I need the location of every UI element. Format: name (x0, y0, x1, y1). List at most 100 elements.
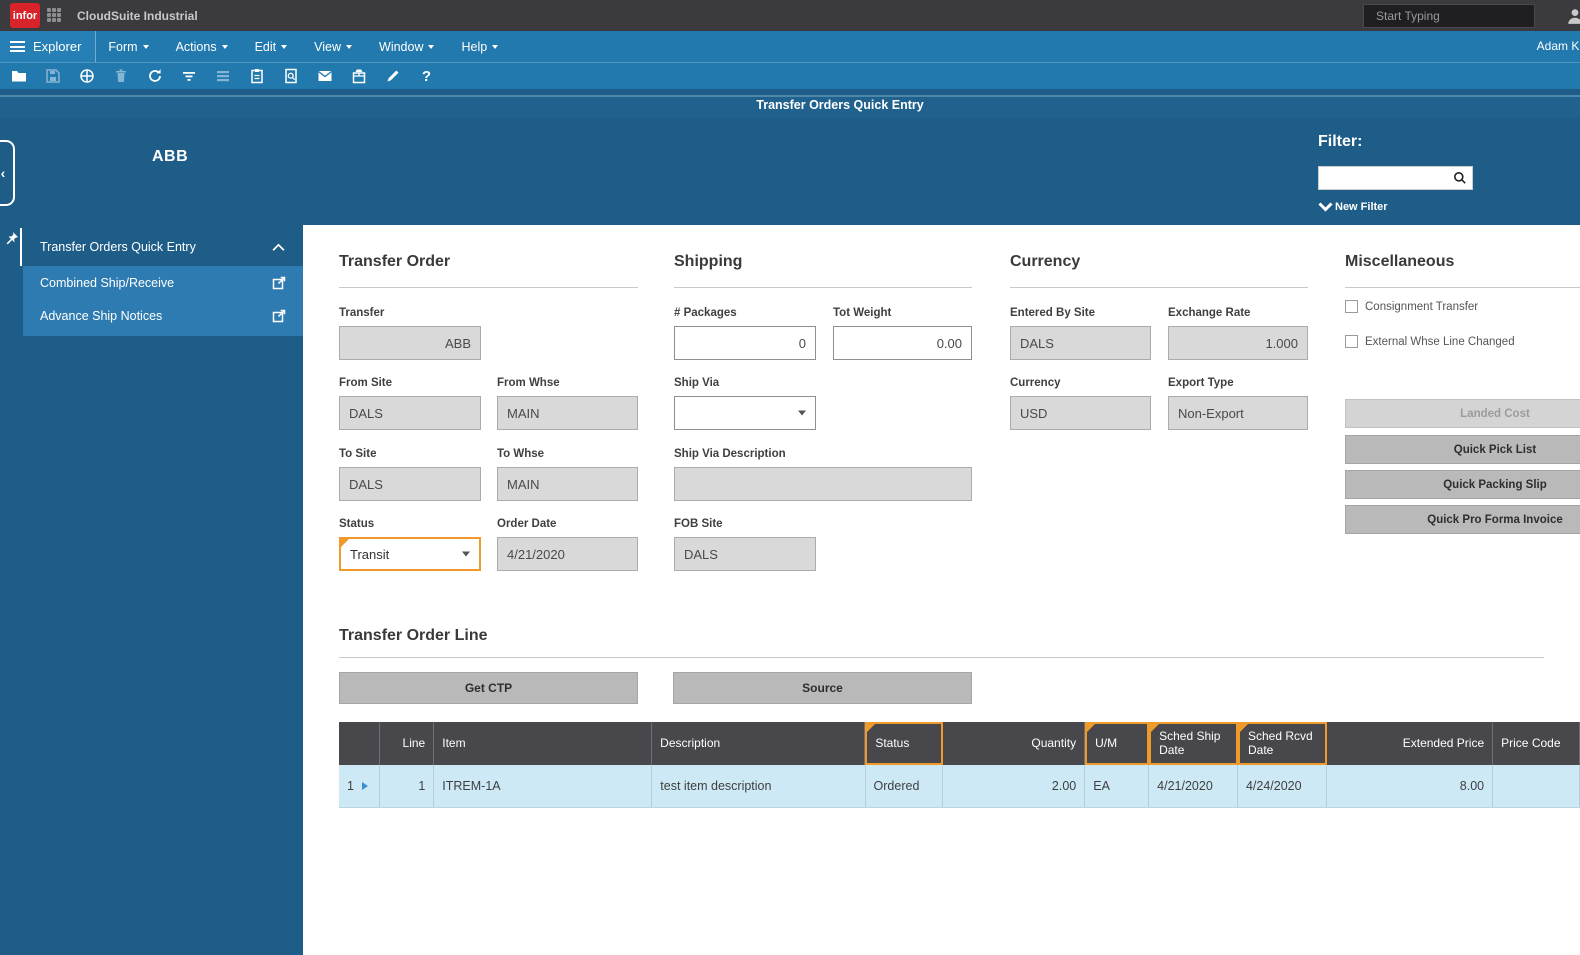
menu-form[interactable]: Form (108, 40, 149, 54)
list-icon[interactable] (212, 68, 233, 85)
extended-price-cell[interactable]: 8.00 (1327, 765, 1494, 807)
table-row[interactable]: 1 1 ITREM-1A test item description Order… (339, 765, 1580, 808)
status-cell[interactable]: Ordered (866, 765, 943, 807)
item-cell[interactable]: ITREM-1A (434, 765, 653, 807)
order-line-grid: Line Item Description Status Quantity U/… (339, 722, 1580, 808)
quick-pro-forma-invoice-button[interactable]: Quick Pro Forma Invoice (1345, 505, 1580, 534)
nav-active-bar (20, 228, 22, 266)
checkbox-icon[interactable] (1345, 300, 1358, 313)
delete-icon[interactable] (110, 68, 131, 85)
col-price-code[interactable]: Price Code (1493, 722, 1580, 765)
open-icon[interactable] (8, 68, 29, 85)
menu-window[interactable]: Window (379, 40, 435, 54)
menu-help[interactable]: Help (461, 40, 499, 54)
price-code-cell[interactable] (1493, 765, 1580, 807)
section-rule (1345, 287, 1580, 288)
menu-actions[interactable]: Actions (176, 40, 228, 54)
col-um[interactable]: U/M (1085, 722, 1150, 765)
description-cell[interactable]: test item description (652, 765, 866, 807)
globe-icon[interactable] (76, 68, 97, 85)
currency-field: USD (1010, 396, 1151, 430)
sched-ship-date-cell[interactable]: 4/21/2020 (1149, 765, 1238, 807)
chevron-up-icon[interactable] (272, 243, 285, 252)
quick-pick-list-button[interactable]: Quick Pick List (1345, 435, 1580, 464)
external-whse-line-changed-checkbox[interactable]: External Whse Line Changed (1345, 335, 1515, 348)
external-link-icon[interactable] (272, 276, 286, 290)
chevron-down-icon (462, 551, 470, 557)
get-ctp-button[interactable]: Get CTP (339, 672, 638, 704)
global-search[interactable] (1363, 4, 1535, 28)
form-panel: Transfer Order Shipping Currency Miscell… (303, 225, 1580, 955)
search-icon[interactable] (1453, 171, 1467, 185)
sidebar-item-advance-ship-notices[interactable]: Advance Ship Notices (23, 300, 303, 332)
toolbar: ? (0, 62, 1580, 89)
packages-label: # Packages (674, 307, 737, 319)
col-item[interactable]: Item (434, 722, 653, 765)
ship-via-description-label: Ship Via Description (674, 448, 786, 460)
grid-header-row: Line Item Description Status Quantity U/… (339, 722, 1580, 765)
refresh-icon[interactable] (144, 68, 165, 85)
status-label: Status (339, 518, 375, 530)
help-icon[interactable]: ? (421, 67, 432, 85)
sidebar-item-combined-ship-receive[interactable]: Combined Ship/Receive (23, 266, 303, 300)
export-type-field: Non-Export (1168, 396, 1308, 430)
sidebar-item-transfer-orders-quick-entry[interactable]: Transfer Orders Quick Entry (23, 228, 303, 266)
status-select[interactable]: Transit (339, 537, 481, 571)
tot-weight-field[interactable]: 0.00 (833, 326, 972, 360)
filter-label: Filter: (1318, 133, 1363, 150)
preview-icon[interactable] (280, 68, 301, 85)
col-quantity[interactable]: Quantity (943, 722, 1086, 765)
app-grid-icon[interactable] (47, 8, 63, 24)
transfer-field: ABB (339, 326, 481, 360)
global-search-input[interactable] (1376, 9, 1531, 23)
sched-rcvd-date-cell[interactable]: 4/24/2020 (1238, 765, 1327, 807)
packages-field[interactable]: 0 (674, 326, 816, 360)
pin-icon[interactable] (4, 231, 19, 246)
chevron-down-icon (346, 45, 353, 49)
quick-packing-slip-button[interactable]: Quick Packing Slip (1345, 470, 1580, 499)
um-cell[interactable]: EA (1085, 765, 1150, 807)
explorer-button[interactable]: Explorer (0, 31, 97, 62)
entered-by-site-label: Entered By Site (1010, 307, 1095, 319)
section-title-miscellaneous: Miscellaneous (1345, 253, 1455, 270)
col-sched-rcvd-date[interactable]: Sched Rcvd Date (1237, 722, 1327, 765)
user-icon[interactable] (1566, 7, 1580, 25)
menu-edit[interactable]: Edit (255, 40, 288, 54)
app-title: CloudSuite Industrial (77, 9, 198, 23)
ship-via-select[interactable] (674, 396, 816, 430)
landed-cost-button: Landed Cost (1345, 399, 1580, 428)
checkbox-icon[interactable] (1345, 335, 1358, 348)
clipboard-icon[interactable] (246, 68, 267, 85)
new-filter-button[interactable]: New Filter (1318, 201, 1388, 213)
top-bar: infor CloudSuite Industrial (0, 0, 1580, 31)
infor-logo[interactable]: infor (10, 3, 40, 28)
section-rule (1010, 287, 1308, 288)
quantity-cell[interactable]: 2.00 (943, 765, 1086, 807)
col-extended-price[interactable]: Extended Price (1327, 722, 1494, 765)
menu-bar: Explorer Form Actions Edit View Window H… (0, 31, 1580, 62)
line-cell[interactable]: 1 (380, 765, 435, 807)
sidebar-collapse-button[interactable]: ‹ (0, 140, 15, 206)
package-icon[interactable] (348, 68, 369, 85)
col-status[interactable]: Status (865, 722, 943, 765)
edit-icon[interactable] (382, 68, 403, 85)
order-date-field: 4/21/2020 (497, 537, 638, 571)
col-sched-ship-date[interactable]: Sched Ship Date (1149, 722, 1238, 765)
entered-by-site-field: DALS (1010, 326, 1151, 360)
external-link-icon[interactable] (272, 309, 286, 323)
col-description[interactable]: Description (652, 722, 866, 765)
col-line[interactable]: Line (380, 722, 435, 765)
save-icon[interactable] (42, 68, 63, 85)
menu-view[interactable]: View (314, 40, 353, 54)
filter-icon[interactable] (178, 68, 199, 85)
section-rule (339, 287, 638, 288)
from-site-field: DALS (339, 396, 481, 430)
user-menu[interactable]: Adam Ku (1536, 39, 1580, 53)
email-icon[interactable] (314, 68, 335, 85)
row-selector-cell[interactable]: 1 (339, 765, 380, 807)
consignment-transfer-checkbox[interactable]: Consignment Transfer (1345, 300, 1478, 313)
filter-input[interactable] (1324, 171, 1453, 185)
filter-box[interactable] (1318, 166, 1473, 190)
source-button[interactable]: Source (673, 672, 972, 704)
